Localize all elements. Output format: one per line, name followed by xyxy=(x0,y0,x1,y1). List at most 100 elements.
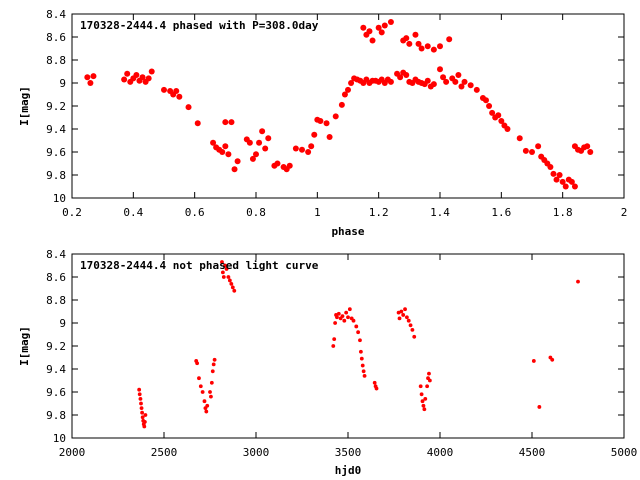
data-point xyxy=(139,406,144,410)
data-point xyxy=(222,143,229,150)
x-tick-label: 0.8 xyxy=(246,206,266,219)
data-point xyxy=(219,149,226,155)
data-point xyxy=(584,143,591,150)
x-tick-label: 5000 xyxy=(611,446,638,459)
data-point xyxy=(338,101,345,108)
data-point xyxy=(412,334,417,339)
y-tick-label: 9 xyxy=(59,77,66,90)
data-point xyxy=(222,119,229,126)
chart-title: 170328-2444.4 not phased light curve xyxy=(80,259,319,272)
data-point xyxy=(418,384,423,389)
y-tick-label: 8.6 xyxy=(46,31,66,44)
data-point xyxy=(531,359,536,363)
data-point xyxy=(90,73,97,80)
data-point xyxy=(587,149,594,155)
data-point xyxy=(408,323,413,328)
data-point xyxy=(229,282,234,286)
data-point xyxy=(226,275,231,279)
data-point xyxy=(576,279,580,284)
data-point xyxy=(234,158,241,165)
data-point xyxy=(437,43,443,50)
data-point xyxy=(331,344,336,348)
data-point xyxy=(308,143,315,150)
data-point xyxy=(84,74,91,81)
data-point xyxy=(378,29,385,36)
data-point xyxy=(516,135,523,142)
data-point xyxy=(326,134,333,141)
data-point xyxy=(335,315,339,320)
data-point xyxy=(176,93,183,100)
data-point xyxy=(197,376,201,381)
data-point xyxy=(143,413,148,417)
data-point xyxy=(461,78,468,85)
data-point xyxy=(412,31,419,38)
y-tick-label: 9.8 xyxy=(46,409,66,422)
data-point xyxy=(220,270,225,275)
plot-frame xyxy=(71,13,625,199)
data-point xyxy=(437,66,443,73)
data-point xyxy=(210,369,215,374)
phased-light-curve-panel: 0.2 0.4 0.6 0.8 1 1.2 1.4 1.6 1.8 2 8.4 8.6 8.8 9 9.2… xyxy=(18,8,627,238)
data-point xyxy=(140,410,145,415)
data-point xyxy=(420,399,425,404)
plot-frame xyxy=(71,253,625,439)
data-point xyxy=(446,36,453,43)
data-point xyxy=(354,324,359,329)
data-point xyxy=(137,392,142,397)
data-point xyxy=(529,149,535,155)
data-point xyxy=(571,183,578,190)
x-axis-label: hjd0 xyxy=(335,464,362,477)
data-point xyxy=(387,19,394,26)
data-point xyxy=(369,37,376,44)
data-point xyxy=(467,82,474,89)
data-point xyxy=(556,172,563,178)
data-point xyxy=(359,356,364,361)
y-tick-label: 10 xyxy=(53,192,66,205)
data-point xyxy=(202,399,207,404)
data-point xyxy=(212,357,217,362)
data-point xyxy=(486,103,493,109)
data-point xyxy=(140,415,145,420)
y-tick-label: 8.4 xyxy=(46,248,66,261)
data-point xyxy=(374,386,379,391)
y-tick-label: 9.8 xyxy=(46,169,66,182)
data-point xyxy=(397,74,404,81)
data-point xyxy=(227,278,232,283)
data-point xyxy=(419,392,424,397)
data-point xyxy=(332,337,337,341)
data-point xyxy=(228,119,235,126)
data-point xyxy=(562,183,569,190)
axis-ticks xyxy=(71,253,625,439)
data-point xyxy=(421,403,426,408)
data-point xyxy=(403,35,410,42)
y-tick-label: 9.4 xyxy=(46,363,66,376)
x-tick-label: 4000 xyxy=(427,446,454,459)
x-tick-label: 2500 xyxy=(151,446,178,459)
data-point xyxy=(142,420,147,424)
data-point xyxy=(185,104,192,111)
y-axis-label: I[mag] xyxy=(18,326,31,366)
data-point xyxy=(424,43,431,50)
data-point xyxy=(498,117,505,124)
unphased-light-curve-panel: 2000 2500 3000 3500 4000 4500 5000 8.4 8.6 8.8 9 9… xyxy=(18,248,637,477)
data-point xyxy=(224,267,229,271)
data-point xyxy=(440,74,447,81)
data-point xyxy=(210,139,217,146)
data-point xyxy=(262,145,269,152)
data-point xyxy=(208,390,212,394)
data-point xyxy=(223,263,227,268)
x-tick-label: 0.4 xyxy=(123,206,143,219)
x-tick-label: 4500 xyxy=(519,446,546,459)
data-point xyxy=(256,139,263,146)
x-tick-label: 1.2 xyxy=(369,206,389,219)
data-point xyxy=(360,363,365,368)
data-point xyxy=(425,384,430,389)
x-tick-label: 2 xyxy=(621,206,628,219)
data-point xyxy=(230,285,235,290)
y-tick-label: 9.2 xyxy=(46,100,66,113)
data-point xyxy=(406,318,411,323)
data-point xyxy=(473,86,480,93)
data-point xyxy=(259,128,266,135)
data-point xyxy=(286,162,293,169)
